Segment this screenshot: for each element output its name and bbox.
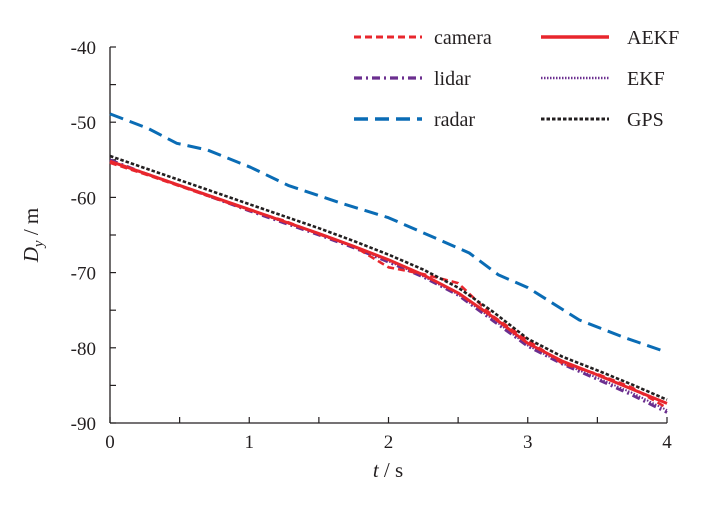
series-line-lidar <box>109 158 668 414</box>
series-line-radar <box>109 112 668 354</box>
legend-label-lidar: lidar <box>434 68 471 90</box>
x-tick-label: 0 <box>105 432 115 453</box>
legend: camera lidar radar AEKF EKF GPS <box>354 27 679 131</box>
y-tick-label: -70 <box>71 264 96 285</box>
x-tick-label: 1 <box>245 432 255 453</box>
axes: -90 -80 -70 -60 -50 -40 0 1 2 3 4 <box>71 38 673 453</box>
legend-label-radar: radar <box>434 109 475 131</box>
x-tick-label: 4 <box>662 432 672 453</box>
legend-label-aekf: AEKF <box>627 27 679 49</box>
y-tick-label: -80 <box>71 339 96 360</box>
y-tick-label: -40 <box>71 38 96 59</box>
series-line-gps <box>109 154 668 401</box>
y-tick-label: -50 <box>71 113 96 134</box>
series-lines <box>109 112 668 414</box>
series-line-camera <box>109 161 668 410</box>
y-tick-label: -90 <box>71 414 96 435</box>
legend-label-gps: GPS <box>627 109 664 131</box>
x-tick-label: 2 <box>384 432 394 453</box>
x-tick-label: 3 <box>523 432 533 453</box>
series-line-aekf <box>109 159 668 405</box>
y-tick-label: -60 <box>71 188 96 209</box>
legend-label-camera: camera <box>434 27 492 49</box>
x-axis-label: t / s <box>373 458 403 482</box>
y-axis-label: Dy / m <box>19 208 47 264</box>
legend-label-ekf: EKF <box>627 68 665 90</box>
series-line-ekf <box>109 159 668 412</box>
